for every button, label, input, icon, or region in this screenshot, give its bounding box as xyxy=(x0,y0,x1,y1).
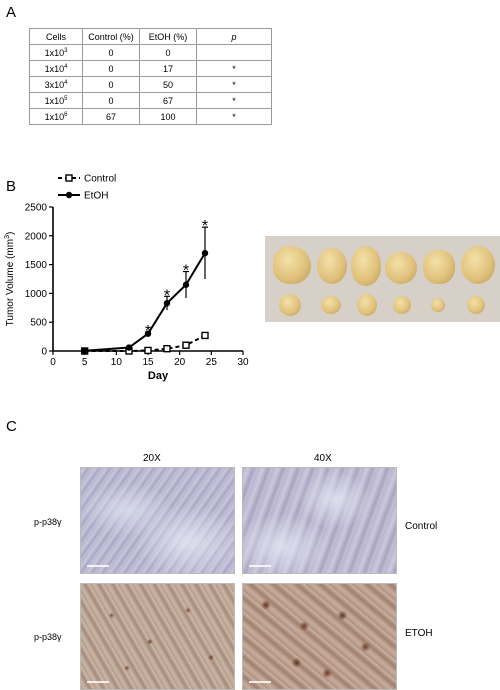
tumor-image xyxy=(279,294,301,316)
panel-label-b: B xyxy=(6,178,17,195)
tumor-image xyxy=(467,296,485,314)
cells-value: 1x103 xyxy=(29,44,83,61)
etoh-value: 50 xyxy=(139,76,197,93)
p-value: * xyxy=(196,76,272,93)
scale-bar xyxy=(87,681,109,683)
control-value: 0 xyxy=(82,76,140,93)
y-tick-label: 1500 xyxy=(25,260,48,271)
table-row: 1x105 0 67 * xyxy=(29,92,272,109)
tumor-image xyxy=(317,248,347,284)
tumor-image xyxy=(431,298,445,312)
table-row: 3x104 0 50 * xyxy=(29,76,272,93)
tumor-image xyxy=(423,250,455,284)
panel-label-a: A xyxy=(6,4,17,21)
scale-bar xyxy=(249,681,271,683)
y-tick-label: 0 xyxy=(41,347,47,358)
micrograph-control-20x xyxy=(80,467,235,574)
column-label-20x: 20X xyxy=(143,453,161,464)
header-etoh: EtOH (%) xyxy=(139,28,197,45)
cells-value: 1x104 xyxy=(29,60,83,77)
table-header-row: Cells Control (%) EtOH (%) p xyxy=(29,28,272,45)
data-point-control xyxy=(144,346,152,355)
etoh-value: 67 xyxy=(139,92,197,109)
cells-value: 1x105 xyxy=(29,92,83,109)
tumor-image xyxy=(357,294,377,316)
etoh-value: 0 xyxy=(139,44,197,61)
micrograph-control-40x xyxy=(242,467,397,574)
etoh-value: 17 xyxy=(139,60,197,77)
control-value: 0 xyxy=(82,44,140,61)
p-value: * xyxy=(196,60,272,77)
tumor-image xyxy=(351,246,381,286)
y-tick-label: 1000 xyxy=(25,289,48,300)
x-tick-label: 15 xyxy=(142,357,154,368)
data-point-etoh xyxy=(81,347,88,354)
x-tick-label: 30 xyxy=(237,357,249,368)
x-tick-label: 20 xyxy=(174,357,186,368)
tumor-image xyxy=(385,252,417,284)
column-label-40x: 40X xyxy=(314,453,332,464)
table-row: 1x103 0 0 xyxy=(29,44,272,61)
header-control: Control (%) xyxy=(82,28,140,45)
y-tick-label: 2000 xyxy=(25,231,48,242)
tumor-incidence-table: Cells Control (%) EtOH (%) p 1x103 0 0 1… xyxy=(29,28,272,125)
legend-marker xyxy=(65,191,73,199)
tumor-image xyxy=(273,246,311,284)
y-axis-label: Tumor Volume (mm3) xyxy=(4,232,16,327)
x-tick-label: 25 xyxy=(206,357,218,368)
data-point-control xyxy=(201,331,209,340)
panel-label-c: C xyxy=(6,418,17,435)
p-value xyxy=(196,44,272,61)
p-value: * xyxy=(196,92,272,109)
micrograph-etoh-40x xyxy=(242,583,397,690)
legend-marker xyxy=(65,174,73,182)
condition-label-control: Control xyxy=(405,521,438,532)
control-value: 0 xyxy=(82,60,140,77)
micrograph-etoh-20x xyxy=(80,583,235,690)
data-point-etoh xyxy=(144,330,152,337)
x-tick-label: 0 xyxy=(50,357,56,368)
significance-star: * xyxy=(164,287,170,304)
tumor-image xyxy=(393,296,411,314)
data-point-etoh xyxy=(163,299,171,307)
series-line-etoh xyxy=(84,252,206,352)
data-point-etoh xyxy=(182,281,190,288)
tumor-image xyxy=(461,246,495,284)
legend-entry-etoh: EtOH xyxy=(84,191,108,202)
header-cells: Cells xyxy=(29,28,83,45)
tumor-volume-chart: 0 500 1000 1500 2000 2500 0 5 10 15 20 25 30 Day Tumor… xyxy=(4,174,249,383)
tumor-image xyxy=(321,296,341,314)
data-point-etoh xyxy=(125,344,133,351)
x-axis-label: Day xyxy=(148,370,169,382)
y-tick-label: 2500 xyxy=(25,203,48,214)
control-value: 67 xyxy=(82,108,140,125)
cells-value: 3x104 xyxy=(29,76,83,93)
table-row: 1x106 67 100 * xyxy=(29,108,272,125)
header-p: p xyxy=(196,28,272,45)
row-label-control: p-p38γ xyxy=(34,517,62,527)
row-label-etoh: p-p38γ xyxy=(34,632,62,642)
significance-star: * xyxy=(202,218,208,235)
scale-bar xyxy=(87,565,109,567)
significance-star: * xyxy=(183,263,189,280)
etoh-value: 100 xyxy=(139,108,197,125)
data-point-control xyxy=(163,344,171,353)
x-tick-label: 10 xyxy=(111,357,123,368)
data-point-control xyxy=(182,341,190,349)
legend-entry-control: Control xyxy=(84,174,116,185)
y-tick-label: 500 xyxy=(30,318,47,329)
control-value: 0 xyxy=(82,92,140,109)
excised-tumors-photo xyxy=(265,236,500,322)
table-row: 1x104 0 17 * xyxy=(29,60,272,77)
cells-value: 1x106 xyxy=(29,108,83,125)
condition-label-etoh: ETOH xyxy=(405,628,433,639)
scale-bar xyxy=(249,565,271,567)
p-value: * xyxy=(196,108,272,125)
x-tick-label: 5 xyxy=(82,357,88,368)
data-point-etoh xyxy=(201,249,209,257)
significance-star: * xyxy=(145,323,151,340)
